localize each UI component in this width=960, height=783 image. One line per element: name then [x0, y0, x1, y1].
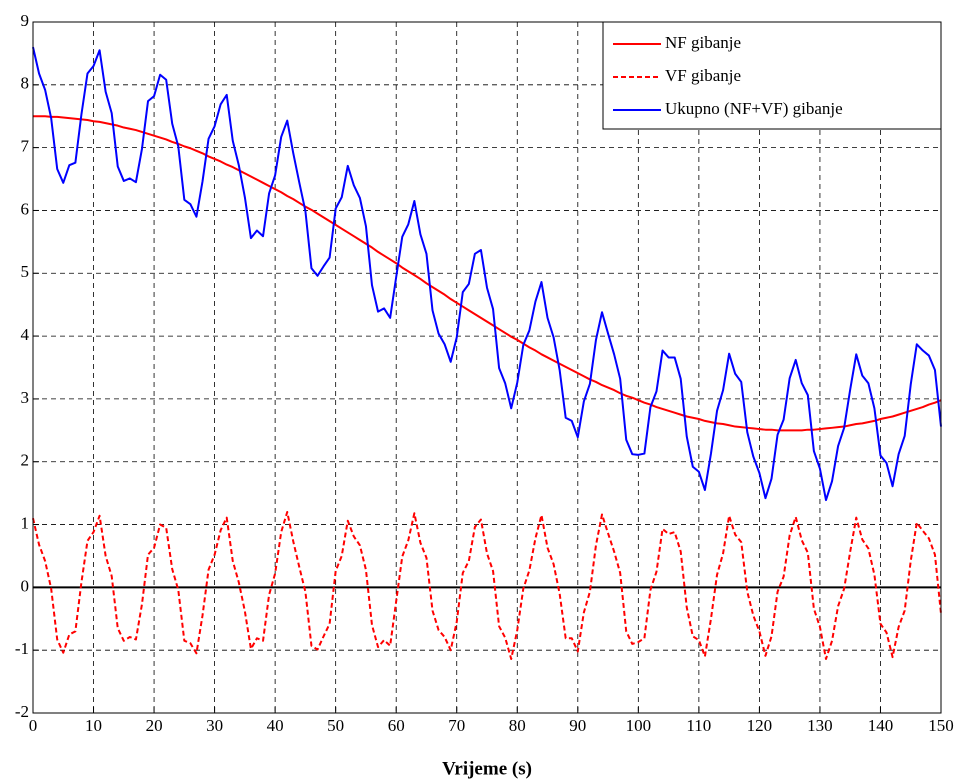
- lines: [32, 46, 942, 660]
- y-tick-label: 9: [21, 11, 30, 30]
- legend-label: VF gibanje: [665, 66, 741, 85]
- x-tick-label: 40: [267, 716, 284, 735]
- series-line: [33, 115, 942, 432]
- y-tick-label: 3: [21, 388, 30, 407]
- y-tick-label: 8: [21, 74, 30, 93]
- x-tick-label: 110: [686, 716, 711, 735]
- legend-label: Ukupno (NF+VF) gibanje: [665, 99, 843, 118]
- y-tick-label: 4: [21, 325, 30, 344]
- legend-box: [602, 21, 942, 130]
- x-tick-label: 130: [807, 716, 833, 735]
- x-tick-label: 100: [626, 716, 652, 735]
- plot-area: [33, 22, 941, 713]
- x-tick-label: 90: [569, 716, 586, 735]
- y-tick-label: 1: [21, 513, 30, 532]
- y-tick-label: -2: [15, 702, 29, 721]
- grid: [32, 21, 942, 714]
- plot-frame: [32, 21, 942, 714]
- series-line: [32, 510, 942, 660]
- y-tick-label: 7: [21, 137, 30, 156]
- y-tick-label: 6: [21, 199, 30, 218]
- x-tick-label: 0: [29, 716, 38, 735]
- y-tick-label: -1: [15, 639, 29, 658]
- x-axis-label: Vrijeme (s): [442, 758, 532, 779]
- x-tick-label: 60: [388, 716, 405, 735]
- x-tick-label: 50: [327, 716, 344, 735]
- x-tick-label: 30: [206, 716, 223, 735]
- x-tick-label: 70: [448, 716, 465, 735]
- y-tick-label: 5: [21, 262, 30, 281]
- series-line: [32, 46, 942, 502]
- x-tick-label: 10: [85, 716, 102, 735]
- legend: NF gibanje VF gibanje Ukupno (NF+VF) giban…: [602, 21, 942, 130]
- x-tick-label: 20: [146, 716, 163, 735]
- x-tick-label: 80: [509, 716, 526, 735]
- x-tick-label: 140: [868, 716, 894, 735]
- x-tick-label: 150: [928, 716, 954, 735]
- ticks: 0 10 20 30 40 50 60 70 80 90 100 110 120 130 140 150-2-…: [15, 11, 954, 735]
- y-tick-label: 0: [21, 576, 30, 595]
- legend-label: NF gibanje: [665, 33, 741, 52]
- y-tick-label: 2: [21, 451, 30, 470]
- x-tick-label: 120: [747, 716, 773, 735]
